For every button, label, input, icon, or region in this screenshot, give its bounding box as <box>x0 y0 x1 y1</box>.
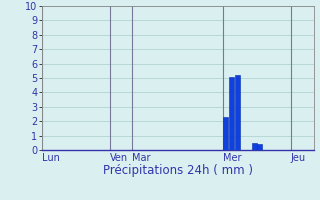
Bar <box>229 77 234 150</box>
Text: Lun: Lun <box>42 153 60 163</box>
Text: Ven: Ven <box>109 153 128 163</box>
Text: Mar: Mar <box>132 153 151 163</box>
Bar <box>235 75 239 150</box>
Bar <box>252 143 257 150</box>
X-axis label: Précipitations 24h ( mm ): Précipitations 24h ( mm ) <box>103 164 252 177</box>
Text: Jeu: Jeu <box>291 153 306 163</box>
Bar <box>257 144 262 150</box>
Bar <box>223 117 228 150</box>
Text: Mer: Mer <box>223 153 241 163</box>
